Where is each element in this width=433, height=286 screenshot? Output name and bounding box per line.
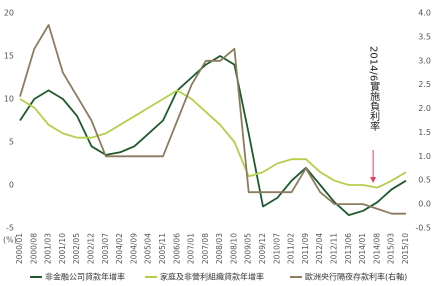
- x-tick-label: 2007/01: [187, 233, 196, 264]
- series-line: [19, 24, 406, 215]
- x-tick-label: 2009/05: [244, 233, 253, 264]
- x-tick-label: 2015/10: [401, 233, 410, 264]
- y2-tick-label: 3.5: [418, 32, 431, 41]
- x-tick-label: 2014/08: [372, 233, 381, 264]
- y2-tick-label: 4.0: [418, 9, 431, 18]
- x-tick-label: 2014/01: [358, 233, 367, 264]
- x-tick-label: 2005/11: [158, 233, 167, 264]
- y2-tick-label: 2.0: [418, 104, 431, 113]
- x-tick-label: 2011/09: [301, 233, 310, 264]
- y-tick-label: 10: [4, 95, 14, 104]
- y-tick-label: 0: [9, 181, 14, 190]
- x-tick-label: 2013/06: [344, 233, 353, 264]
- y-tick-label: -5: [6, 224, 14, 233]
- x-tick-label: 2004/09: [129, 233, 138, 264]
- y-unit-label: (%): [3, 236, 17, 245]
- x-tick-label: 2002/05: [72, 233, 81, 264]
- y2-tick-label: -0.5: [415, 224, 431, 233]
- y2-tick-label: 0.5: [418, 176, 431, 185]
- x-tick-label: 2001/10: [58, 233, 67, 264]
- x-tick-label: 2012/04: [315, 233, 324, 264]
- annotation-arrow-head: [370, 177, 377, 183]
- x-tick-label: 2000/08: [29, 233, 38, 264]
- x-tick-label: 2015/03: [387, 233, 396, 264]
- y2-tick-label: 1.0: [418, 152, 431, 161]
- x-tick-label: 2005/04: [144, 233, 153, 264]
- x-tick-label: 2004/02: [115, 233, 124, 264]
- legend-label: 家庭及非營利組織貸款年增率: [160, 272, 264, 282]
- y2-tick-label: 3.0: [418, 56, 431, 65]
- x-tick-label: 2006/06: [172, 233, 181, 264]
- y-tick-label: 20: [4, 9, 14, 18]
- x-tick-label: 2012/11: [330, 233, 339, 264]
- y-tick-label: 5: [9, 138, 14, 147]
- x-tick-label: 2011/02: [287, 233, 296, 264]
- x-tick-label: 2001/03: [44, 233, 53, 264]
- x-tick-label: 2002/12: [86, 233, 95, 264]
- annotation-text: 2014/6實施負利率: [368, 46, 380, 132]
- x-tick-label: 2008/10: [229, 233, 238, 264]
- y2-tick-label: 0.0: [418, 200, 431, 209]
- x-tick-label: 2009/12: [258, 233, 267, 264]
- x-tick-label: 2000/01: [15, 233, 24, 264]
- y2-tick-label: 2.5: [418, 80, 431, 89]
- y2-tick-label: 1.5: [418, 128, 431, 137]
- x-tick-label: 2010/07: [272, 233, 281, 264]
- series-line: [19, 55, 407, 216]
- y-tick-label: 15: [4, 52, 14, 61]
- x-tick-label: 2003/07: [101, 233, 110, 264]
- legend-label: 非金融公司貸款年增率: [45, 272, 125, 282]
- x-tick-label: 2007/08: [201, 233, 210, 264]
- legend-label: 歐洲央行隔夜存款利率(右軸): [305, 272, 407, 282]
- series-line: [19, 89, 407, 189]
- x-tick-label: 2008/03: [215, 233, 224, 264]
